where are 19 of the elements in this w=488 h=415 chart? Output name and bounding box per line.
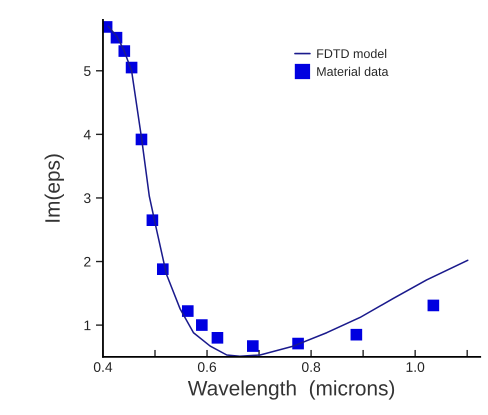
point	[212, 332, 224, 344]
y-tick-label: 2	[84, 256, 90, 267]
y-tick-label: 4	[84, 130, 91, 140]
y-axis-title: Im(eps)	[44, 154, 64, 222]
legend-label: Material data	[317, 66, 388, 76]
x-tick-label: 0.8	[302, 362, 320, 372]
x-axis-title: Wavelength (microns)	[188, 380, 394, 400]
x-tick-label: 1.0	[406, 362, 424, 372]
point	[182, 305, 194, 317]
y-tick-label: 1	[84, 320, 90, 330]
point	[350, 328, 362, 340]
y-tick-label: 5	[84, 66, 91, 76]
point	[428, 300, 440, 312]
legend-label: FDTD model	[317, 48, 386, 58]
y-tick-label: 3	[84, 193, 91, 204]
x-tick-label: 0.4	[94, 362, 112, 372]
point	[196, 319, 208, 331]
x-tick-label: 0.6	[198, 362, 216, 372]
point	[247, 340, 259, 352]
